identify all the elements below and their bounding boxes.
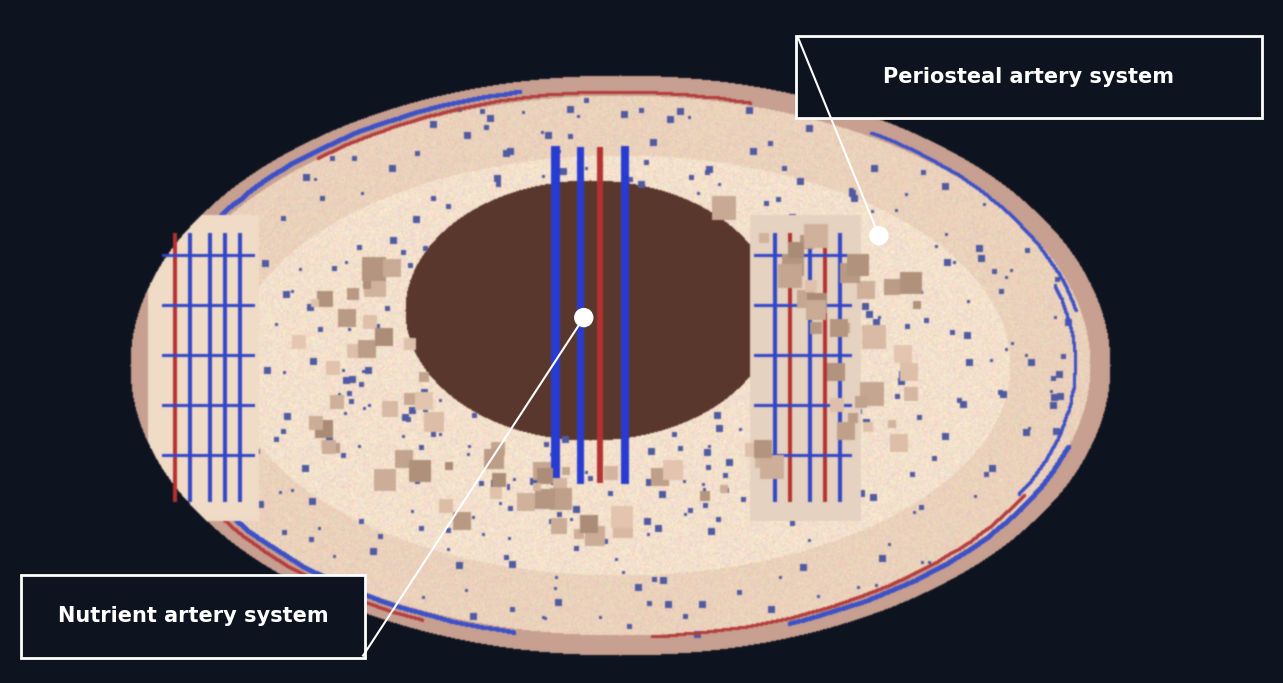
Text: Periosteal artery system: Periosteal artery system — [884, 67, 1174, 87]
Text: Nutrient artery system: Nutrient artery system — [58, 607, 328, 626]
FancyBboxPatch shape — [21, 575, 366, 658]
FancyBboxPatch shape — [795, 36, 1262, 118]
Circle shape — [870, 227, 888, 245]
Circle shape — [575, 309, 593, 326]
